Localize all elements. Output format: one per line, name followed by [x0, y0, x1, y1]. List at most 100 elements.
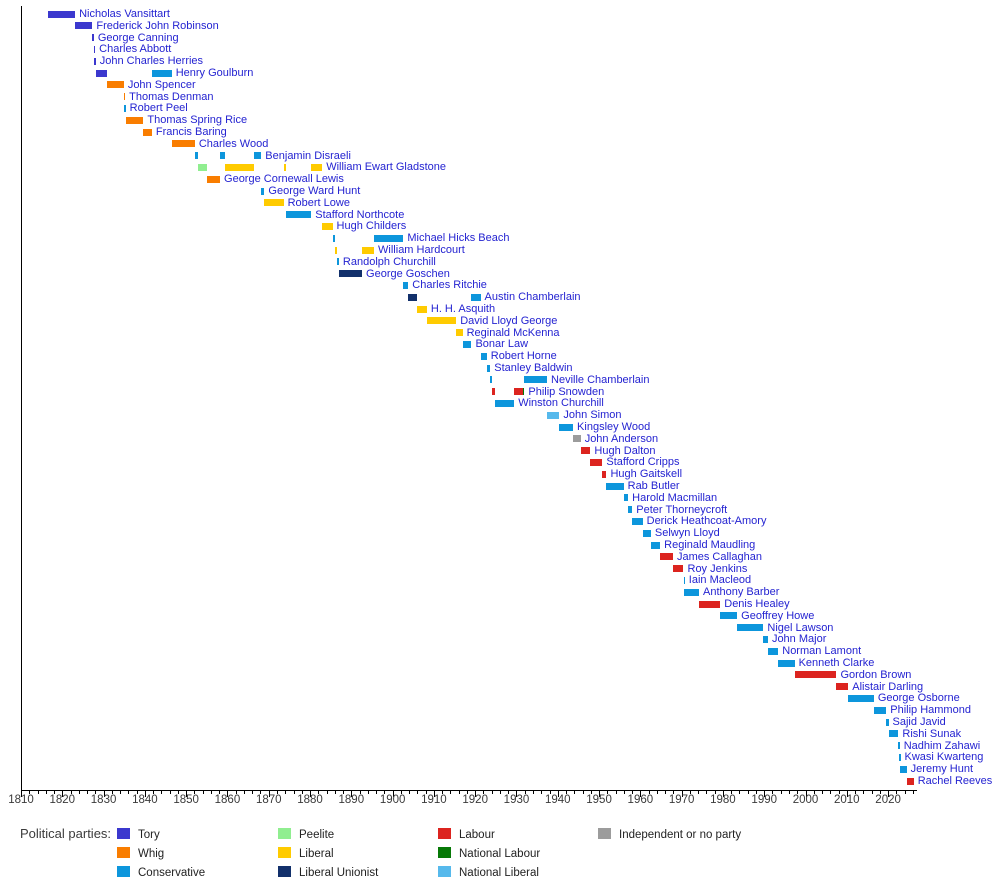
chancellor-name-link[interactable]: Sajid Javid [892, 716, 946, 728]
chancellor-name-link[interactable]: Iain Macleod [688, 574, 752, 587]
chancellor-name-link[interactable]: Gordon Brown [840, 668, 912, 681]
chancellor-name-link[interactable]: John Spencer [127, 78, 196, 91]
chancellor-name-link[interactable]: Henry Goulburn [175, 67, 254, 79]
chancellor-name-link[interactable]: Philip Hammond [890, 704, 971, 717]
chancellor-name-link[interactable]: Neville Chamberlain [551, 373, 650, 386]
chancellor-name-link[interactable]: Kwasi Kwarteng [904, 751, 984, 764]
term-bar [650, 541, 661, 549]
term-bar [471, 293, 481, 301]
minor-tick [706, 790, 708, 794]
chancellor-name-link[interactable]: Benjamin Disraeli [265, 149, 351, 162]
term-bar [490, 376, 493, 384]
chancellor-name-link[interactable]: Nigel Lawson [767, 621, 834, 634]
chancellor-name-link[interactable]: Philip Snowden [528, 385, 605, 398]
chancellor-name-link[interactable]: Alistair Darling [852, 680, 924, 693]
chancellor-name-link[interactable]: Thomas Denman [129, 90, 214, 103]
chancellor-name-link[interactable]: Robert Horne [490, 350, 557, 363]
minor-tick [111, 790, 113, 794]
chancellor-name-link[interactable]: John Major [771, 633, 827, 646]
chancellor-name-link[interactable]: Charles Ritchie [412, 279, 487, 292]
chancellor-name-link[interactable]: Denis Healey [724, 598, 790, 610]
chancellor-name-link[interactable]: Rishi Sunak [902, 727, 962, 740]
major-tick [186, 790, 188, 797]
chancellor-name-link[interactable]: Harold Macmillan [632, 491, 718, 504]
chancellor-name-link[interactable]: James Callaghan [676, 550, 762, 563]
chancellor-name-link[interactable]: Bonar Law [475, 338, 529, 351]
axis-year-label: 1890 [338, 794, 365, 806]
legend-swatch [278, 866, 291, 877]
chancellor-name-link[interactable]: George Canning [97, 31, 179, 44]
term-bar [417, 305, 427, 313]
chancellor-name-link[interactable]: Charles Abbott [99, 43, 172, 56]
term-bar [888, 730, 899, 738]
chancellor-name-link[interactable]: Stafford Cripps [606, 456, 680, 469]
major-tick [144, 790, 146, 797]
axis-year-label: 1850 [173, 794, 199, 806]
chancellor-name-link[interactable]: Rachel Reeves [917, 775, 993, 787]
chancellor-name-link[interactable]: Robert Peel [129, 102, 188, 115]
chancellor-name-link[interactable]: John Anderson [584, 432, 659, 445]
chancellor-name-link[interactable]: Michael Hicks Beach [407, 232, 510, 245]
chancellor-name-link[interactable]: Stanley Baldwin [494, 362, 573, 374]
chancellor-name-link[interactable]: Peter Thorneycroft [636, 503, 728, 516]
chancellor-name-link[interactable]: Hugh Gaitskell [610, 468, 683, 481]
minor-tick [590, 790, 592, 794]
minor-tick [822, 790, 824, 794]
chancellor-name-link[interactable]: Charles Wood [198, 137, 269, 150]
chancellor-name-link[interactable]: Hugh Childers [336, 220, 407, 233]
chancellor-name-link[interactable]: Kenneth Clarke [798, 657, 875, 669]
term-bar [362, 246, 375, 254]
axis-year-label: 1900 [379, 794, 406, 806]
major-tick [268, 790, 270, 797]
minor-tick [714, 790, 716, 794]
term-bar [311, 163, 323, 171]
chancellor-name-link[interactable]: William Ewart Gladstone [326, 161, 447, 174]
chancellor-name-link[interactable]: Selwyn Lloyd [654, 527, 720, 540]
minor-tick [210, 790, 212, 794]
chancellor-name-link[interactable]: Reginald Maudling [664, 539, 756, 551]
chancellor-name-link[interactable]: Robert Lowe [287, 196, 350, 209]
chancellor-name-link[interactable]: Nicholas Vansittart [79, 8, 170, 20]
chancellor-name-link[interactable]: Jeremy Hunt [910, 763, 974, 776]
term-bar [125, 116, 144, 124]
term-bar [220, 152, 226, 160]
chancellor-name-link[interactable]: John Simon [563, 409, 622, 422]
term-bar [225, 163, 255, 171]
chancellor-name-link[interactable]: William Hardcourt [378, 244, 465, 256]
chancellor-name-link[interactable]: George Goschen [366, 267, 450, 280]
chancellor-name-link[interactable]: Geoffrey Howe [741, 609, 815, 622]
term-bar [426, 317, 457, 325]
chancellor-name-link[interactable]: Frederick John Robinson [96, 19, 219, 32]
chancellor-name-link[interactable]: Norman Lamont [782, 645, 862, 658]
chancellor-name-link[interactable]: Austin Chamberlain [484, 291, 581, 304]
minor-tick [656, 790, 658, 794]
legend-label: Liberal Unionist [299, 866, 379, 879]
chancellor-name-link[interactable]: George Osborne [877, 692, 960, 705]
chancellor-name-link[interactable]: Randolph Churchill [342, 255, 436, 268]
chancellor-name-link[interactable]: George Cornewall Lewis [224, 173, 344, 186]
term-bar [547, 411, 560, 419]
chancellor-name-link[interactable]: Anthony Barber [702, 586, 780, 599]
chancellor-name-link[interactable]: Kingsley Wood [577, 421, 651, 433]
chancellor-name-link[interactable]: Nadhim Zahawi [903, 739, 981, 752]
chancellor-name-link[interactable]: George Ward Hunt [268, 185, 361, 197]
major-tick [21, 790, 22, 797]
chancellor-name-link[interactable]: John Charles Herries [99, 55, 204, 68]
minor-tick [491, 790, 493, 794]
chancellor-name-link[interactable]: Stafford Northcote [315, 208, 405, 221]
chancellor-name-link[interactable]: Rab Butler [627, 480, 680, 492]
chancellor-name-link[interactable]: David Lloyd George [460, 314, 558, 327]
chancellor-name-link[interactable]: Thomas Spring Rice [147, 114, 248, 127]
chancellor-name-link[interactable]: Reginald McKenna [466, 326, 560, 339]
term-bar [151, 69, 172, 77]
legend-swatch [438, 828, 451, 839]
chancellor-name-link[interactable]: Roy Jenkins [687, 562, 748, 575]
minor-tick [326, 790, 328, 794]
chancellor-name-link[interactable]: Derick Heathcoat-Amory [646, 515, 767, 528]
chancellor-name-link[interactable]: H. H. Asquith [430, 303, 496, 315]
term-bar [672, 565, 684, 573]
chancellor-name-link[interactable]: Hugh Dalton [594, 444, 656, 457]
axis-year-label: 1990 [751, 794, 778, 806]
chancellor-name-link[interactable]: Winston Churchill [518, 397, 604, 410]
chancellor-name-link[interactable]: Francis Baring [155, 126, 227, 138]
